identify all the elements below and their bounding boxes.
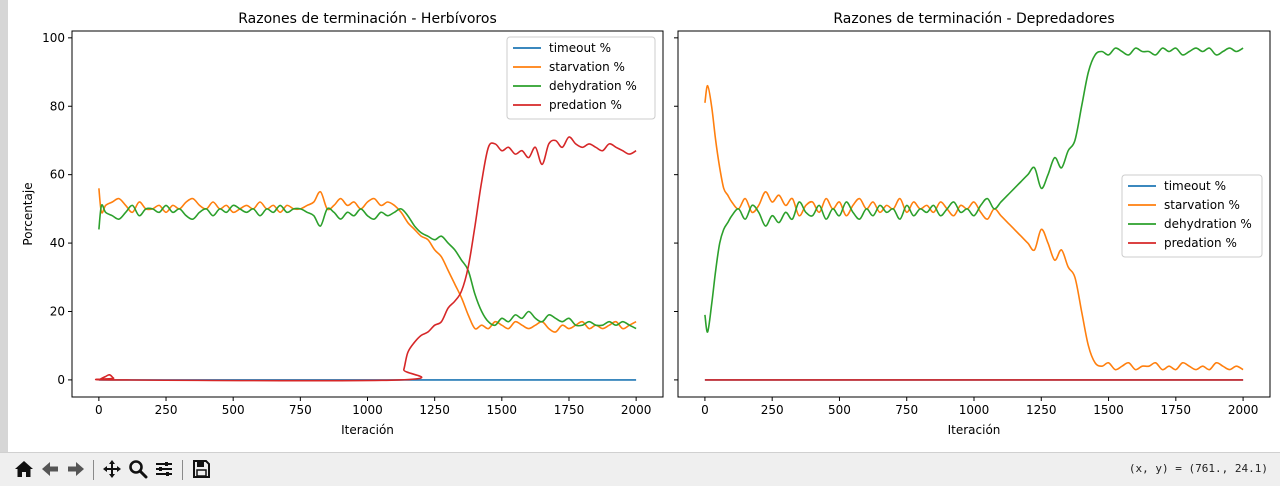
- y-axis-label: Porcentaje: [21, 182, 35, 245]
- window-left-frame: [0, 0, 8, 452]
- x-tick-label: 1500: [487, 403, 518, 417]
- zoom-button[interactable]: [126, 457, 150, 481]
- x-tick-label: 0: [701, 403, 709, 417]
- legend: timeout % starvation % dehydration % predat…: [506, 36, 656, 120]
- home-icon: [15, 461, 33, 477]
- legend-entry: starvation %: [549, 60, 625, 74]
- pan-button[interactable]: [100, 457, 124, 481]
- legend-box: [506, 36, 656, 120]
- x-tick-label: 2000: [1228, 403, 1259, 417]
- x-tick-label: 1000: [352, 403, 383, 417]
- configure-subplots-button[interactable]: [152, 457, 176, 481]
- x-tick-label: 1500: [1093, 403, 1124, 417]
- x-tick-label: 750: [895, 403, 918, 417]
- x-axis-label: Iteración: [341, 423, 394, 437]
- legend-entry: predation %: [1164, 236, 1237, 250]
- save-button[interactable]: [189, 457, 213, 481]
- legend-entry: timeout %: [549, 41, 611, 55]
- legend-entry: predation %: [549, 98, 622, 112]
- series-lines: [704, 47, 1244, 381]
- legend-entry: dehydration %: [549, 79, 637, 93]
- zoom-magnifier-icon: [129, 460, 148, 479]
- x-tick-label: 250: [155, 403, 178, 417]
- back-arrow-icon: [42, 462, 58, 476]
- cursor-coordinates: (x, y) = (761., 24.1): [1128, 462, 1268, 475]
- forward-button[interactable]: [64, 457, 88, 481]
- x-tick-label: 1000: [959, 403, 990, 417]
- chart-title: Razones de terminación - Depredadores: [833, 11, 1114, 27]
- x-tick-label: 1750: [554, 403, 585, 417]
- x-tick-label: 1250: [419, 403, 450, 417]
- back-button[interactable]: [38, 457, 62, 481]
- chart-panel-2: Razones de terminación - Depredadores 0 25…: [674, 11, 1271, 437]
- legend-box: [1121, 174, 1263, 258]
- y-tick-label: 60: [50, 168, 65, 182]
- pan-move-icon: [103, 460, 121, 478]
- series-line: [98, 204, 637, 330]
- x-tick-label: 500: [828, 403, 851, 417]
- forward-arrow-icon: [68, 462, 84, 476]
- legend-entry: dehydration %: [1164, 217, 1252, 231]
- save-disk-icon: [193, 460, 210, 478]
- toolbar-separator: [182, 460, 183, 480]
- configure-subplots-icon: [156, 462, 172, 476]
- y-tick-label: 0: [57, 373, 65, 387]
- y-tick-label: 40: [50, 236, 65, 250]
- y-tick-label: 20: [50, 304, 65, 318]
- x-tick-label: 1250: [1026, 403, 1057, 417]
- chart-panel-1: Razones de terminación - Herbívoros 0 250 5…: [21, 11, 664, 437]
- legend-entry: timeout %: [1164, 179, 1226, 193]
- series-line: [704, 84, 1244, 371]
- x-tick-label: 750: [289, 403, 312, 417]
- y-tick-label: 100: [42, 31, 65, 45]
- home-button[interactable]: [12, 457, 36, 481]
- series-line: [98, 188, 637, 333]
- legend-entry: starvation %: [1164, 198, 1240, 212]
- series-line: [704, 47, 1244, 333]
- chart-title: Razones de terminación - Herbívoros: [238, 11, 497, 27]
- x-axis-label: Iteración: [948, 423, 1001, 437]
- toolbar-separator: [93, 460, 94, 480]
- navigation-toolbar: (x, y) = (761., 24.1): [0, 452, 1280, 486]
- figure-canvas: Razones de terminación - Herbívoros 0 250 5…: [21, 11, 1271, 437]
- series-line: [95, 136, 637, 382]
- y-tick-label: 80: [50, 99, 65, 113]
- x-tick-label: 500: [222, 403, 245, 417]
- x-tick-label: 1750: [1161, 403, 1192, 417]
- legend: timeout % starvation % dehydration % predat…: [1121, 174, 1263, 258]
- x-tick-label: 250: [761, 403, 784, 417]
- series-lines: [95, 136, 637, 382]
- x-tick-label: 0: [95, 403, 103, 417]
- x-tick-label: 2000: [621, 403, 652, 417]
